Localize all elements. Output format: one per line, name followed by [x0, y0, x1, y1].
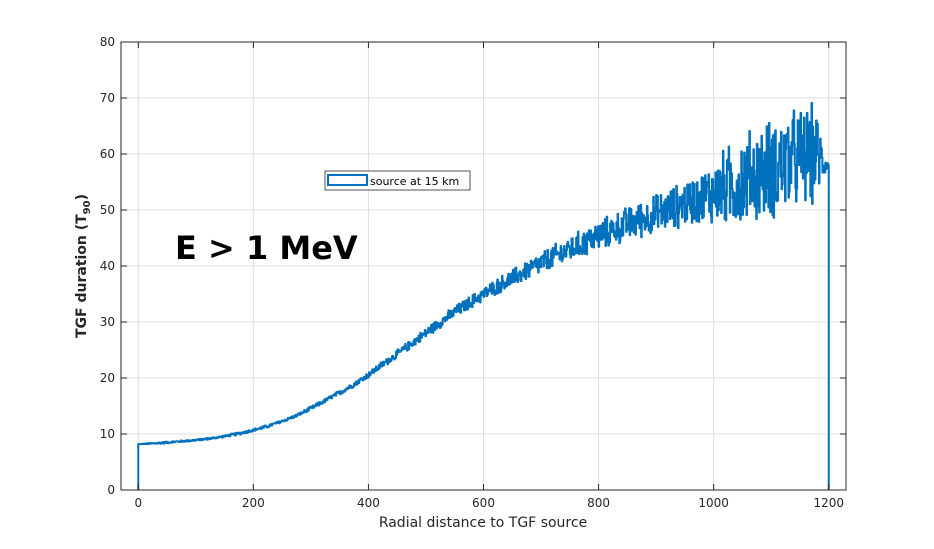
y-axis-label-subscript: 90 [82, 200, 93, 214]
tick-labels: 0 200 400 600 800 1000 1200 0 10 20 30 40 50 60 70 80 [100, 35, 844, 510]
x-tick-label: 1000 [698, 496, 729, 510]
y-tick-label: 30 [100, 315, 115, 329]
y-axis-label: TGF duration (T90) [74, 194, 93, 338]
x-tick-label: 600 [472, 496, 495, 510]
y-tick-label: 80 [100, 35, 115, 49]
y-tick-label: 60 [100, 147, 115, 161]
y-axis-label-main: TGF duration (T [74, 214, 90, 338]
legend-swatch [327, 174, 368, 186]
y-tick-label: 70 [100, 91, 115, 105]
y-tick-label: 40 [100, 259, 115, 273]
x-tick-label: 0 [134, 496, 142, 510]
series-line-source-15km [137, 101, 830, 490]
y-tick-label: 50 [100, 203, 115, 217]
y-tick-label: 20 [100, 371, 115, 385]
y-tick-label: 10 [100, 427, 115, 441]
x-tick-label: 1200 [813, 496, 844, 510]
ticks [121, 41, 846, 491]
x-tick-label: 200 [242, 496, 265, 510]
legend: source at 15 km [324, 170, 471, 191]
x-tick-label: 400 [357, 496, 380, 510]
x-tick-label: 800 [587, 496, 610, 510]
series-layer [137, 101, 830, 490]
x-axis-label: Radial distance to TGF source [379, 515, 587, 531]
legend-entry-label: source at 15 km [370, 175, 459, 188]
y-axis-label-close: ) [74, 194, 90, 200]
y-tick-label: 0 [107, 483, 115, 497]
energy-annotation: E > 1 MeV [175, 229, 358, 267]
